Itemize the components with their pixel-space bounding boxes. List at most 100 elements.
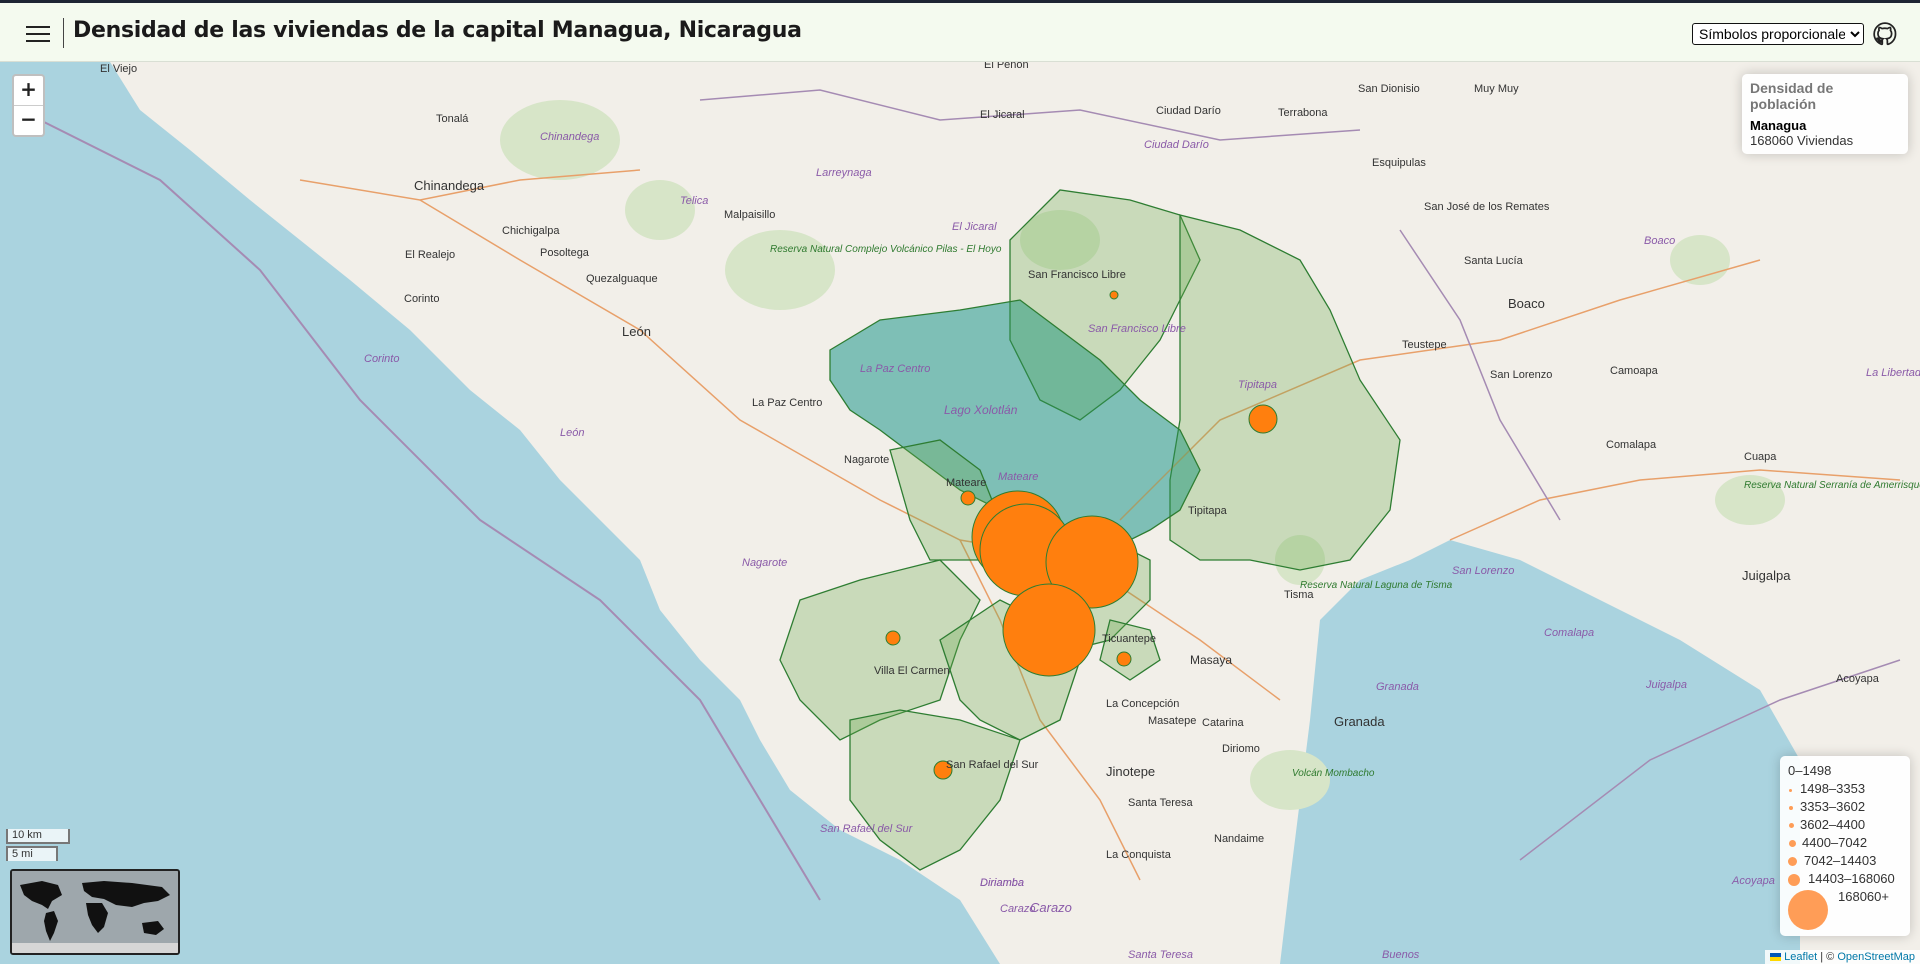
github-icon[interactable] [1872,21,1898,47]
info-heading: Densidad de población [1750,80,1834,112]
legend: 0–1498 1498–3353 3353–3602 3602–4400 440… [1780,756,1910,936]
map-label: Diriomo [1222,743,1260,755]
region-label: Juigalpa [1645,679,1687,691]
water-label: Lago Xolotlán [944,403,1018,417]
map-label: Boaco [1508,296,1545,311]
region-label: Diriamba [980,877,1024,889]
map-label: Quezalguaque [586,273,658,285]
map-label: Tipitapa [1188,505,1228,517]
map-label: Tisma [1284,589,1314,601]
zoom-out-button[interactable]: − [14,105,43,135]
region-label: Telica [680,195,708,207]
symbology-select[interactable]: Símbolos proporcionales [1692,23,1864,45]
attribution: Leaflet | © OpenStreetMap [1765,950,1920,964]
map-label: Jinotepe [1106,764,1155,779]
attribution-sep: | © [1817,951,1838,963]
legend-swatch [1789,806,1793,810]
map-label: Nagarote [844,454,889,466]
region-label: San Lorenzo [1452,565,1514,577]
map-label: Catarina [1202,717,1244,729]
map-label: Cuapa [1744,451,1777,463]
legend-label: 3602–4400 [1800,817,1866,832]
legend-swatch [1788,857,1797,866]
map-label: Corinto [404,293,439,305]
map-label: La Conquista [1106,849,1172,861]
region-label: La Libertad [1866,367,1920,379]
region-label: La Paz Centro [860,363,930,375]
legend-item: 4400–7042 [1788,834,1902,852]
minimap[interactable] [10,869,180,955]
region-label: Tipitapa [1238,379,1277,391]
map-label: Santa Teresa [1128,797,1194,809]
map-label: El Realejo [405,249,455,261]
page-title: Densidad de las viviendas de la capital … [73,18,802,43]
map-label: Masaya [1190,653,1232,667]
map-label: La Concepción [1106,698,1179,710]
world-minimap [12,871,178,953]
map-label: Malpaisillo [724,209,775,221]
legend-item: 0–1498 [1788,762,1902,780]
park-label: Reserva Natural Serranía de Amerrisque [1744,480,1920,491]
legend-label: 3353–3602 [1800,799,1866,814]
legend-swatch [1789,840,1796,847]
region-label: El Jicaral [952,221,997,233]
proportional-symbols[interactable] [885,290,1278,780]
map-label: Juigalpa [1742,568,1791,583]
region-label: San Rafael del Sur [820,823,914,835]
legend-swatch [1788,874,1800,886]
hamburger-icon[interactable] [26,23,50,43]
map-label: San Rafael del Sur [946,759,1039,771]
map-label: León [622,324,651,339]
zoom-control: + − [12,74,45,137]
map-label: Diriamba [980,877,1024,889]
legend-swatch [1789,789,1792,792]
legend-label: 14403–168060 [1808,871,1895,886]
map-labels: El Viejo Tonalá Chinandega Chichigalpa P… [100,62,1920,961]
map-label: Ticuantepe [1102,633,1156,645]
map-label: Masatepe [1148,715,1196,727]
region-label: Granada [1376,681,1419,693]
map-label: San Dionisio [1358,83,1420,95]
park-label: Reserva Natural Laguna de Tisma [1300,580,1453,591]
map-canvas[interactable]: El Viejo Tonalá Chinandega Chichigalpa P… [0,62,1920,964]
map-label: Camoapa [1610,365,1659,377]
map-label: La Paz Centro [752,397,822,409]
legend-item: 1498–3353 [1788,780,1902,798]
map-label: Comalapa [1606,439,1657,451]
header-divider [63,18,64,48]
map-label: San Lorenzo [1490,369,1552,381]
legend-label: 4400–7042 [1802,835,1868,850]
legend-item: 14403–168060 [1788,870,1902,888]
leaflet-link[interactable]: Leaflet [1784,951,1818,963]
legend-item: 168060+ [1788,888,1902,930]
map-label: Mateare [946,477,986,489]
region-label: Chinandega [540,131,599,143]
info-panel: Densidad de población Managua 168060 Viv… [1742,74,1908,154]
map-label: Carazo [1030,900,1072,915]
basemap: El Viejo Tonalá Chinandega Chichigalpa P… [0,62,1920,964]
map-label: San Francisco Libre [1028,269,1126,281]
legend-swatch [1789,823,1794,828]
region-label: Ciudad Darío [1144,139,1209,151]
region-label: Mateare [998,471,1038,483]
region-label: Santa Teresa [1128,949,1193,961]
legend-item: 7042–14403 [1788,852,1902,870]
top-bar: Densidad de las viviendas de la capital … [0,0,1920,62]
legend-item: 3602–4400 [1788,816,1902,834]
map-label: San José de los Remates [1424,201,1550,213]
osm-link[interactable]: OpenStreetMap [1837,951,1915,963]
leaflet-flag-icon [1770,953,1782,962]
map-label: El Viejo [100,63,137,75]
legend-label: 1498–3353 [1800,781,1866,796]
legend-label: 168060+ [1838,889,1889,904]
map-label: Muy Muy [1474,83,1519,95]
map-label: Villa El Carmen [874,665,950,677]
map-label: Posoltega [540,247,590,259]
zoom-in-button[interactable]: + [20,77,37,101]
scale-km: 10 km [6,829,70,844]
region-label: Buenos [1382,949,1420,961]
region-label: Comalapa [1544,627,1594,639]
region-label: Nagarote [742,557,787,569]
map-label: El Jicaral [980,109,1025,121]
map-label: Ciudad Darío [1156,105,1221,117]
